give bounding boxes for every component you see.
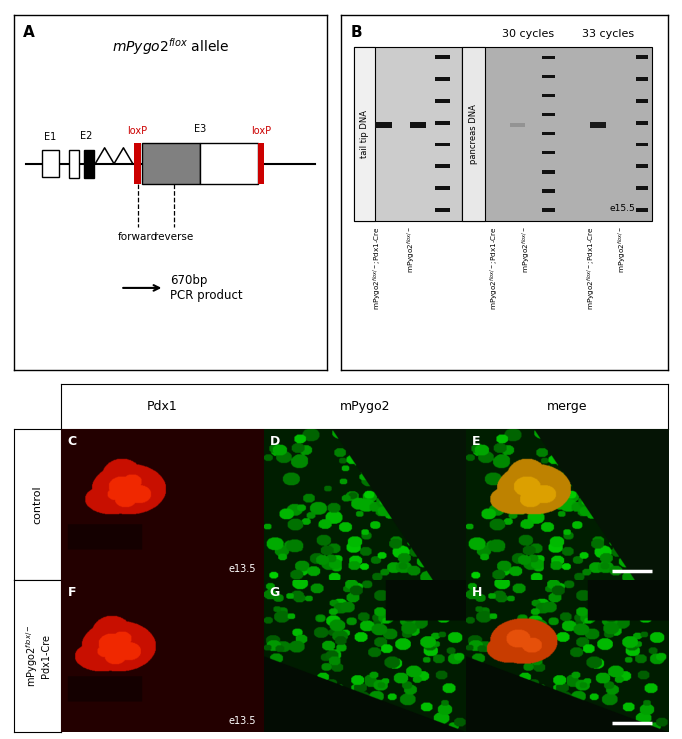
Text: C: C — [68, 435, 76, 448]
Text: B: B — [351, 25, 362, 41]
Bar — [84, 149, 93, 178]
Text: 33 cycles: 33 cycles — [582, 29, 634, 39]
Text: H: H — [472, 586, 482, 599]
Bar — [462, 47, 485, 220]
Bar — [435, 55, 449, 59]
Text: Pdx1: Pdx1 — [147, 400, 178, 413]
Bar — [636, 186, 649, 190]
Text: E3: E3 — [194, 124, 206, 134]
Text: mPygo2$^{flox/-}$;Pdx1-Cre: mPygo2$^{flox/-}$;Pdx1-Cre — [586, 226, 598, 310]
Bar — [636, 120, 649, 125]
Text: mPygo2$^{flox/-}$;Pdx1-Cre: mPygo2$^{flox/-}$;Pdx1-Cre — [489, 226, 501, 310]
Text: loxP: loxP — [251, 126, 271, 136]
Text: e15.5: e15.5 — [610, 205, 636, 214]
Text: loxP: loxP — [128, 126, 147, 136]
Bar — [42, 151, 59, 177]
Bar — [509, 123, 525, 127]
Text: A: A — [23, 25, 35, 41]
Text: D: D — [270, 435, 280, 448]
Bar — [542, 132, 555, 135]
Text: G: G — [270, 586, 280, 599]
Bar — [354, 47, 462, 220]
Text: e13.5: e13.5 — [228, 715, 256, 726]
Bar — [435, 120, 449, 125]
Bar — [542, 208, 555, 211]
Bar — [636, 208, 649, 212]
Bar — [435, 143, 449, 146]
Bar — [375, 121, 391, 128]
Text: merge: merge — [547, 400, 587, 413]
Text: E2: E2 — [80, 131, 92, 140]
Text: tail tip DNA: tail tip DNA — [360, 109, 369, 157]
Text: mPygo2$^{flox/-}$: mPygo2$^{flox/-}$ — [617, 226, 629, 273]
Bar — [636, 143, 649, 146]
Bar — [200, 143, 258, 184]
Bar — [435, 208, 449, 212]
Bar — [542, 170, 555, 174]
Bar — [354, 47, 375, 220]
Bar — [435, 99, 449, 103]
Bar — [542, 55, 555, 59]
Text: mPygo2$^{flox/-}$: mPygo2$^{flox/-}$ — [406, 226, 418, 273]
Text: mPygo2$^{flox/-}$
Pdx1-Cre: mPygo2$^{flox/-}$ Pdx1-Cre — [24, 624, 51, 687]
Bar — [636, 164, 649, 168]
Bar — [542, 113, 555, 116]
Text: $\mathit{mPygo2}^{flox}$ allele: $\mathit{mPygo2}^{flox}$ allele — [112, 36, 229, 57]
Text: E1: E1 — [44, 132, 57, 142]
Bar — [134, 143, 140, 184]
Text: control: control — [33, 485, 42, 524]
Bar — [590, 122, 606, 128]
Text: reverse: reverse — [154, 232, 193, 242]
Text: pancreas DNA: pancreas DNA — [469, 103, 478, 163]
Bar — [258, 143, 264, 184]
Bar — [542, 75, 555, 78]
Text: 30 cycles: 30 cycles — [501, 29, 554, 39]
Text: F: F — [68, 586, 76, 599]
Bar — [435, 164, 449, 168]
Text: E: E — [472, 435, 481, 448]
Bar — [142, 143, 200, 184]
Bar — [636, 77, 649, 81]
Bar — [435, 77, 449, 81]
Text: forward: forward — [117, 232, 158, 242]
Bar — [542, 94, 555, 98]
Bar — [636, 99, 649, 103]
Bar — [636, 55, 649, 59]
Text: mPygo2$^{flox/-}$;Pdx1-Cre: mPygo2$^{flox/-}$;Pdx1-Cre — [371, 226, 383, 310]
Text: mPygo2: mPygo2 — [340, 400, 390, 413]
Text: e13.5: e13.5 — [228, 564, 256, 574]
Bar — [542, 151, 555, 154]
Bar — [542, 189, 555, 193]
Bar — [462, 47, 652, 220]
Bar — [68, 149, 78, 178]
Bar — [410, 121, 426, 128]
Bar — [435, 186, 449, 190]
Text: 670bp
PCR product: 670bp PCR product — [170, 274, 243, 302]
Text: mPygo2$^{flox/-}$: mPygo2$^{flox/-}$ — [520, 226, 533, 273]
